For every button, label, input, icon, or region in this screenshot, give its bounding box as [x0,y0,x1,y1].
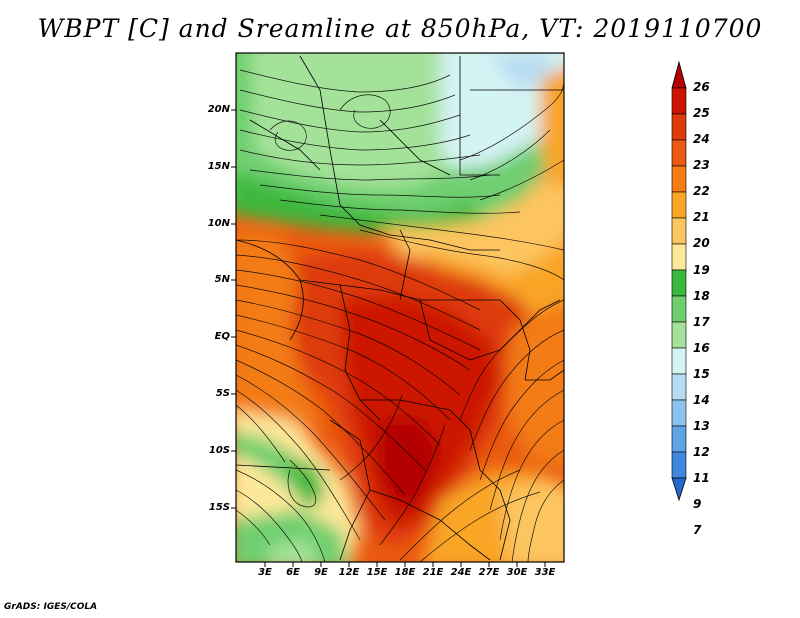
colorbar-label: 25 [693,106,710,120]
lat-label: EQ [214,331,230,342]
colorbar-segment [671,87,687,115]
field-green-dark-band [236,172,480,236]
lat-label: 15N [207,161,230,172]
colorbar-label: 12 [693,445,710,459]
colorbar-segment [671,243,687,271]
colorbar-label: 20 [693,236,710,250]
colorbar-segment [671,451,687,479]
colorbar-label: 16 [693,341,710,355]
lon-label: 15E [366,567,388,578]
lat-label: 20N [207,104,230,115]
colorbar-label: 22 [693,184,710,198]
colorbar-label: 11 [693,471,710,485]
grads-credit: GrADS: IGES/COLA [4,602,98,612]
lon-label: 9E [314,567,328,578]
lat-label: 5S [215,388,230,399]
axis-ticks [231,109,546,567]
colorbar-segment [671,269,687,297]
colorbar-segment [671,139,687,167]
lon-label: 24E [450,567,472,578]
colorbar-segment [671,191,687,219]
colorbar-label: 24 [693,132,710,146]
colorbar-bottom-arrow [671,477,687,502]
colorbar-segment [671,399,687,427]
field-orange-west [236,230,320,460]
colorbar-segment [671,113,687,141]
colorbar-label: 19 [693,263,710,277]
colorbar-label: 26 [693,80,710,94]
colorbar-segment [671,347,687,375]
lat-label: 10S [208,445,230,456]
colorbar-top-arrow [671,60,687,89]
colorbar [671,60,687,502]
colorbar-segment [671,373,687,401]
field-red-core [340,295,500,530]
lon-label: 33E [534,567,556,578]
colorbar-label: 9 [693,497,702,511]
lat-label: 10N [207,218,230,229]
field-yellow-north [380,160,564,290]
colorbar-segment [671,425,687,453]
lon-label: 12E [338,567,360,578]
field-orange-east [505,300,564,467]
lat-label: 15S [208,502,230,513]
colorbar-label: 18 [693,289,710,303]
lon-label: 21E [422,567,444,578]
country-borders [236,55,564,561]
colorbar-label: 13 [693,419,710,433]
colorbar-label: 14 [693,393,710,407]
colorbar-segment [671,217,687,245]
lon-label: 18E [394,567,416,578]
field-yellow-southeast [500,480,564,562]
colorbar-segment [671,321,687,349]
field-green-south [236,510,348,562]
colorbar-label: 21 [693,210,710,224]
field-orange-light-east [420,239,564,320]
colorbar-label: 7 [693,523,702,537]
field-orange-northeast [540,68,564,190]
colorbar-segment [671,295,687,323]
lon-label: 6E [286,567,300,578]
chart-title: WBPT [C] and Sreamline at 850hPa, VT: 20… [37,14,763,43]
field-green-light-south [270,540,318,562]
colorbar-label: 23 [693,158,710,172]
colorbar-label: 15 [693,367,710,381]
field-blue-patch [490,55,552,90]
lon-label: 3E [258,567,272,578]
streamlines [236,69,564,562]
plot-frame [235,52,565,563]
lon-label: 30E [506,567,528,578]
lat-label: 5N [214,274,230,285]
lon-label: 27E [478,567,500,578]
colorbar-segment [671,165,687,193]
colorbar-label: 17 [693,315,710,329]
temperature-field [236,53,564,562]
